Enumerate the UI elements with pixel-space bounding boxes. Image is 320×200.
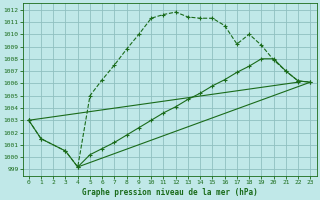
X-axis label: Graphe pression niveau de la mer (hPa): Graphe pression niveau de la mer (hPa) bbox=[82, 188, 258, 197]
